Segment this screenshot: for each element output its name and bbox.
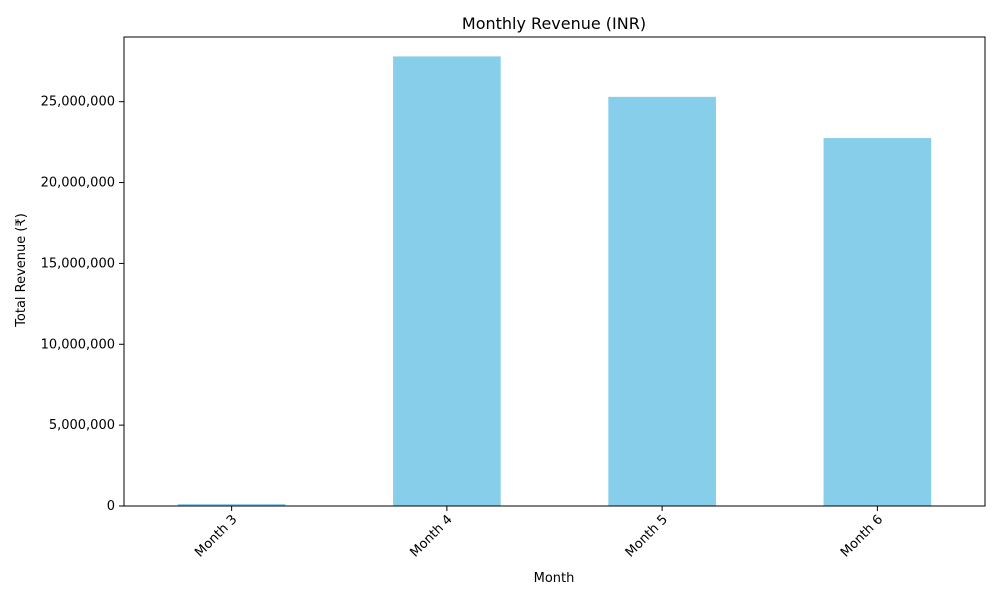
bar-month-5 (608, 96, 716, 507)
y-axis: 0 5,000,000 10,000,000 15,000,000 20,000,000… (41, 95, 124, 514)
y-tick-label: 0 (107, 499, 115, 514)
y-tick-label: 20,000,000 (41, 176, 115, 191)
x-tick-label: Month 3 (192, 512, 240, 560)
y-tick-label: 5,000,000 (49, 418, 115, 433)
bars-group (177, 56, 932, 507)
y-tick-label: 10,000,000 (41, 337, 115, 352)
bar-month-6 (823, 138, 932, 507)
x-axis-label: Month (534, 571, 575, 586)
bar-month-4 (393, 56, 501, 507)
x-tick-label: Month 6 (838, 512, 886, 560)
bar-month-3 (177, 504, 286, 506)
y-axis-label: Total Revenue (₹) (14, 213, 29, 328)
y-tick-label: 15,000,000 (41, 256, 115, 271)
plot-frame (123, 36, 986, 507)
y-tick-label: 25,000,000 (41, 95, 115, 110)
x-axis: Month 3 Month 4 Month 5 Month 6 (192, 506, 886, 560)
chart-title: Monthly Revenue (INR) (462, 14, 646, 33)
x-tick-label: Month 4 (408, 512, 456, 560)
x-tick-label: Month 5 (623, 512, 671, 560)
